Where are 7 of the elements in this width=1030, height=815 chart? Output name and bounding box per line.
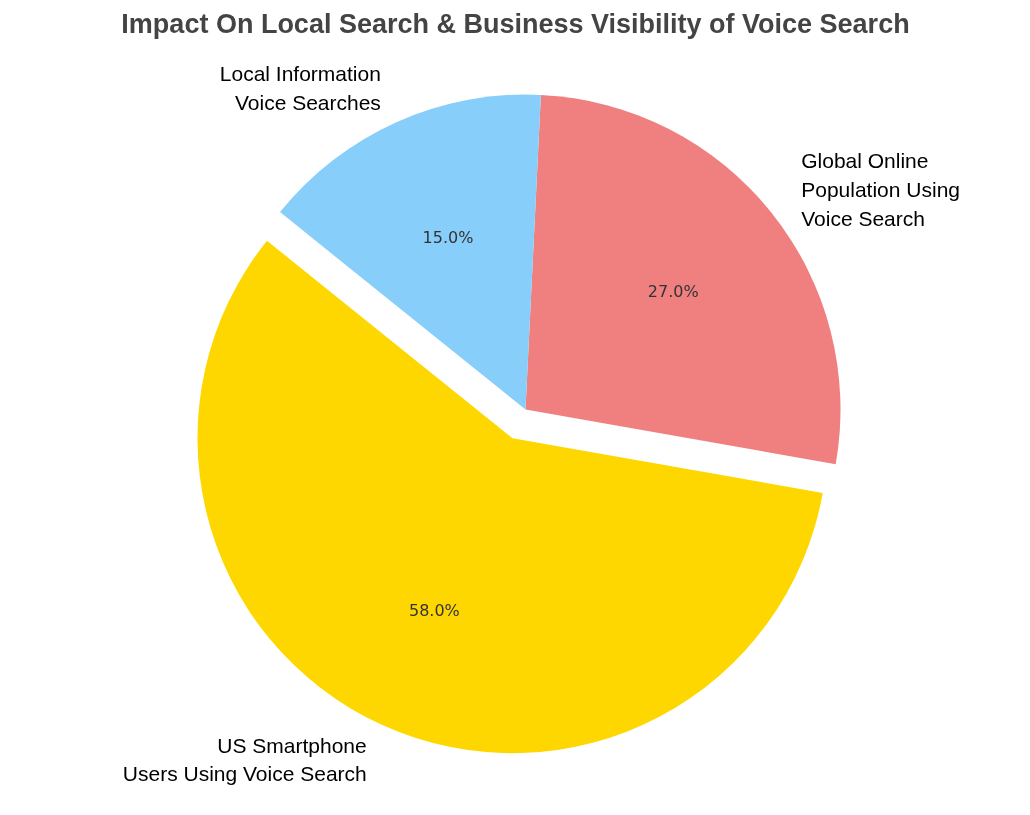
chart-title: Impact On Local Search & Business Visibility of Voice Search	[121, 8, 910, 39]
data-label: 15.0%	[422, 227, 474, 247]
slice-label: US Smartphone Users Using Voice Search	[122, 733, 367, 786]
slice-label: Global Online Population Using Voice Search	[801, 149, 960, 230]
slice-label: Local Information Voice Searches	[219, 61, 381, 114]
data-label: 27.0%	[647, 282, 699, 302]
data-label: 58.0%	[409, 600, 460, 620]
